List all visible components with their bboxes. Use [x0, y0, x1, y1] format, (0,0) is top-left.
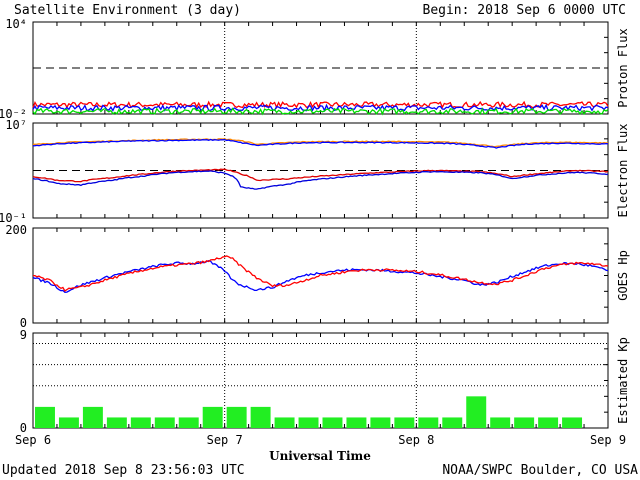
y-tick-label-top: 9 [20, 328, 27, 342]
series-line-0 [32, 100, 609, 109]
panel-proton-flux: 10⁴ 10⁻² Proton Flux [0, 17, 630, 121]
x-axis-labels: Sep 6 Sep 7 Sep 8 Sep 9 [15, 433, 626, 447]
begin-label: Begin: 2018 Sep 6 0000 UTC [423, 3, 627, 18]
kp-bar [226, 406, 247, 428]
y-axis-title: Estimated Kp [616, 337, 630, 424]
kp-bar [58, 417, 79, 428]
kp-bar [442, 417, 463, 428]
kp-bar [82, 406, 103, 428]
y-tick-label-top: 200 [5, 223, 27, 237]
kp-bar [35, 406, 55, 428]
kp-bar [202, 406, 223, 428]
y-tick-label-top: 10⁴ [5, 17, 27, 31]
panel-goes-hp: 200 0 GOES Hp [5, 223, 630, 330]
y-axis-title: Electron Flux [616, 124, 630, 218]
y-tick-label-bottom: 10⁻² [0, 107, 27, 121]
x-tick-label: Sep 6 [15, 433, 51, 447]
kp-bar [178, 417, 199, 428]
panel-estimated-kp: 9 0 Estimated Kp [20, 328, 630, 435]
x-tick-label: Sep 7 [207, 433, 243, 447]
kp-bar [130, 417, 151, 428]
y-axis-title: GOES Hp [616, 250, 630, 301]
y-tick-label-top: 10⁷ [5, 118, 27, 132]
kp-bar [490, 417, 511, 428]
x-tick-label: Sep 8 [398, 433, 434, 447]
updated-timestamp: Updated 2018 Sep 8 23:56:03 UTC [2, 463, 245, 478]
y-tick-label-bottom: 10⁻¹ [0, 211, 27, 225]
kp-bar [154, 417, 175, 428]
y-axis-title: Proton Flux [616, 28, 630, 107]
credit-label: NOAA/SWPC Boulder, CO USA [442, 463, 638, 478]
kp-bar [298, 417, 319, 428]
series-line-2 [32, 107, 609, 116]
kp-bar [394, 417, 415, 428]
y-tick-label-bottom: 0 [20, 421, 27, 435]
x-axis-title: Universal Time [269, 449, 371, 463]
series-line-3 [32, 170, 609, 190]
kp-bar [250, 406, 271, 428]
kp-bar [322, 417, 343, 428]
kp-bar [538, 417, 559, 428]
chart-title: Satellite Environment (3 day) [14, 3, 241, 18]
y-tick-label-bottom: 0 [20, 316, 27, 330]
kp-bar [514, 417, 535, 428]
kp-bar [274, 417, 295, 428]
kp-bar [466, 396, 487, 428]
series-line-1 [32, 138, 609, 149]
panel-frame [32, 332, 609, 429]
x-tick-label: Sep 9 [590, 433, 626, 447]
series-line-1 [32, 103, 609, 113]
kp-bar [562, 417, 583, 428]
kp-bar [346, 417, 367, 428]
kp-bar [370, 417, 391, 428]
kp-bar [418, 417, 439, 428]
kp-bar [106, 417, 127, 428]
series-line-0 [32, 260, 609, 293]
series-line-1 [32, 255, 609, 292]
series-line-2 [32, 168, 609, 183]
panels: 10⁴ 10⁻² Proton Flux 10⁷ 10⁻¹ Electron Flux 20… [0, 17, 630, 435]
panel-electron-flux: 10⁷ 10⁻¹ Electron Flux [0, 118, 630, 225]
